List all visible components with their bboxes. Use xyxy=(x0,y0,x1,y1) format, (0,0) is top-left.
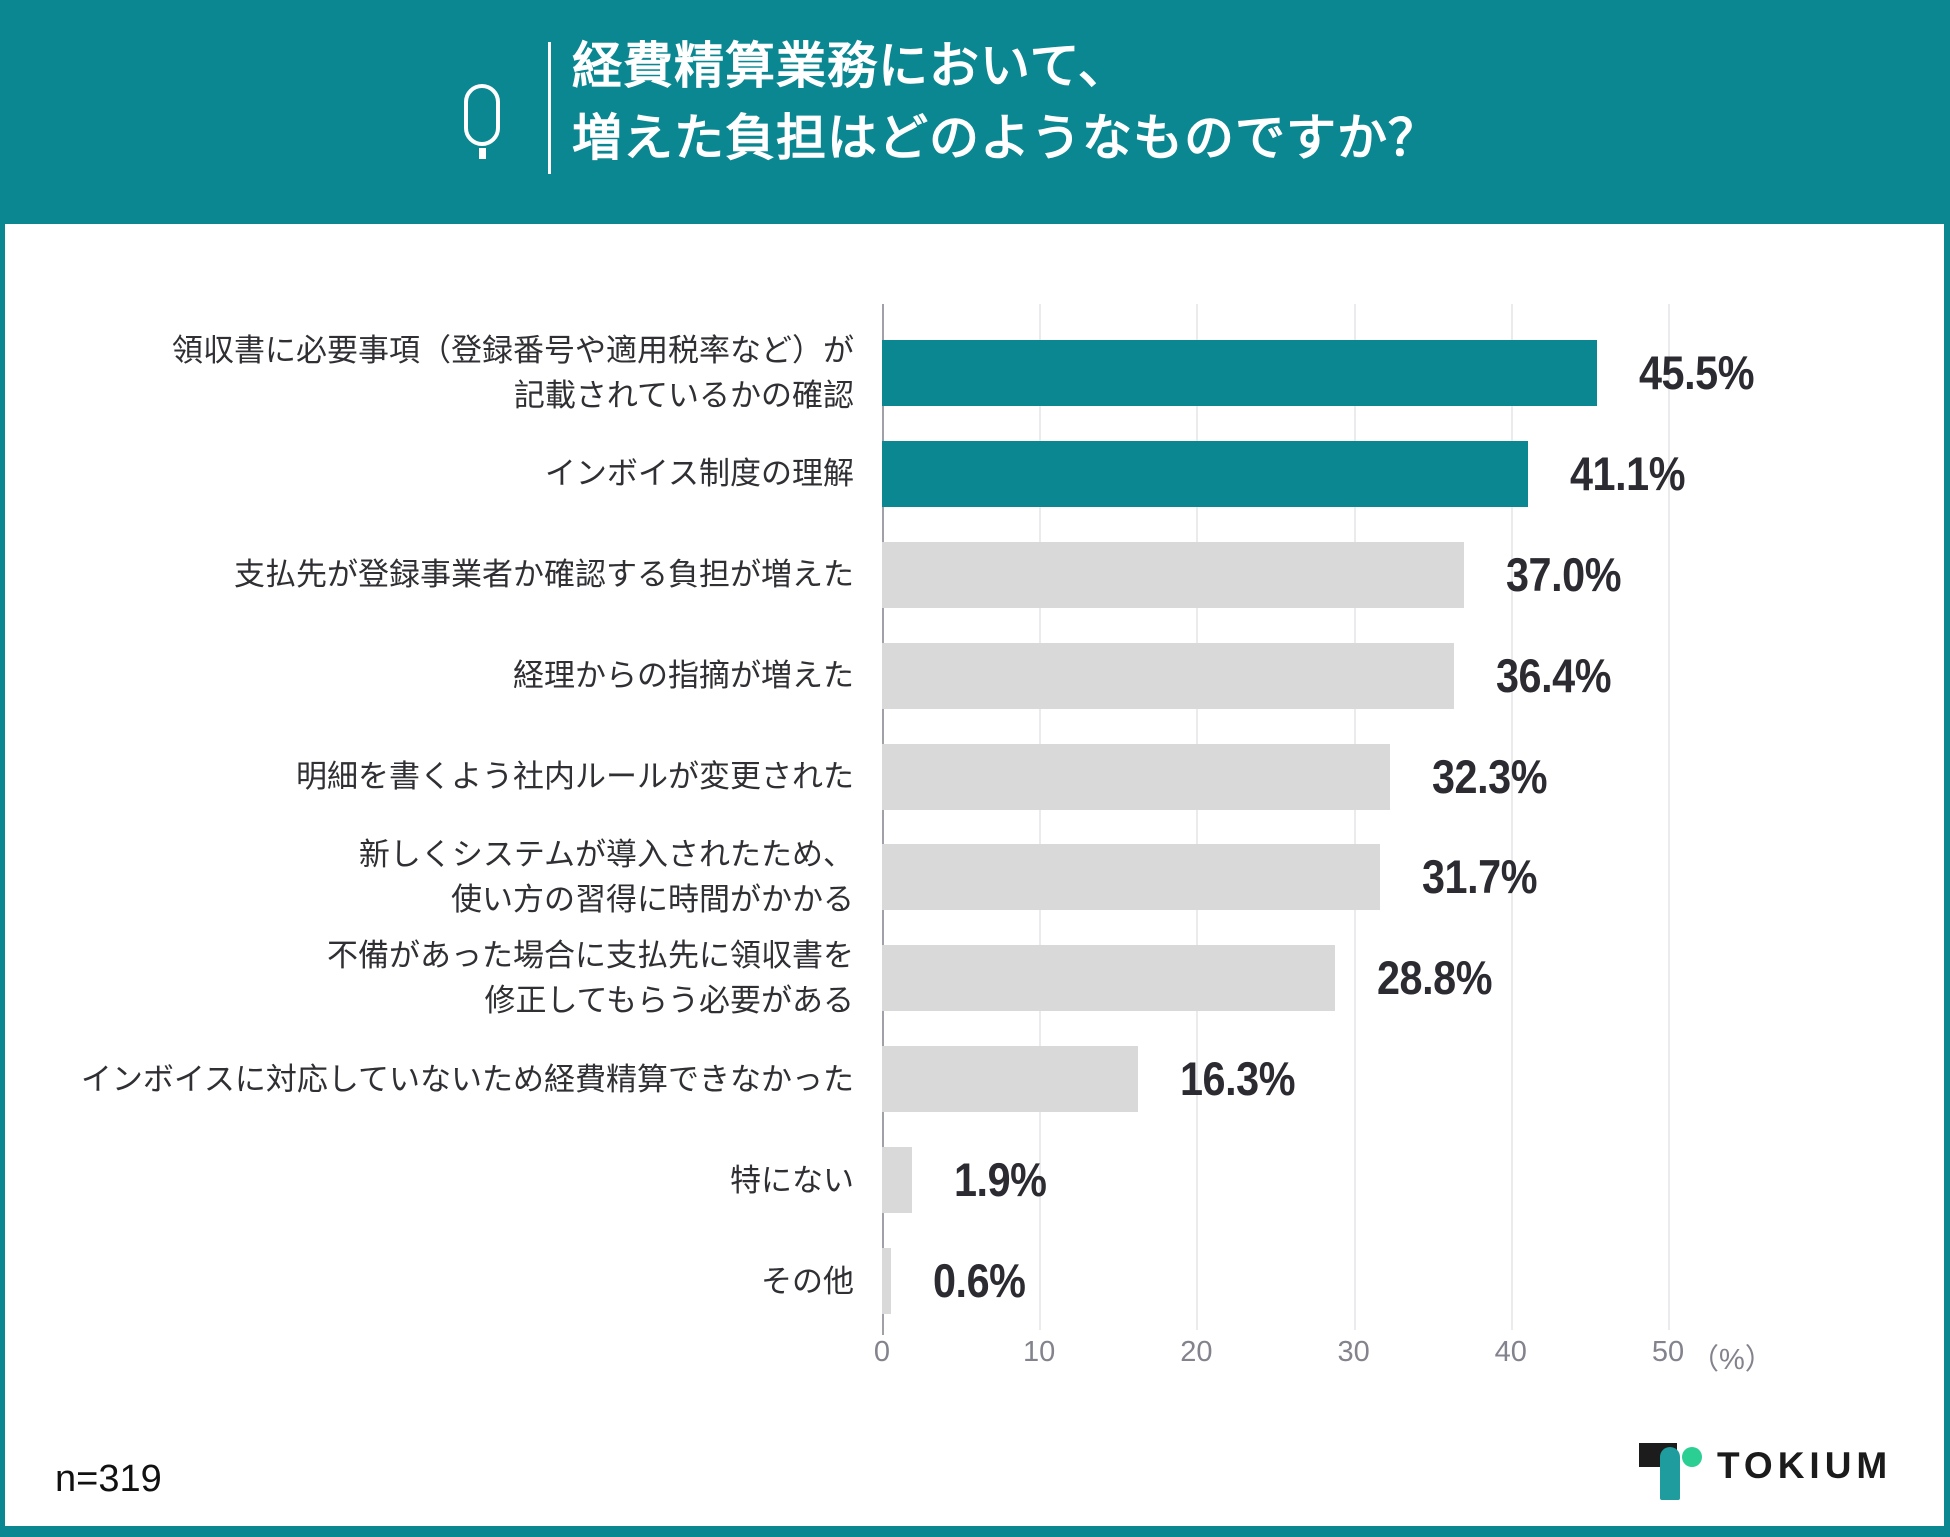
bar xyxy=(882,844,1381,911)
category-label-line: インボイス制度の理解 xyxy=(544,456,854,492)
category-label-line: 使い方の習得に時間がかかる xyxy=(451,882,854,918)
gridline-30 xyxy=(1353,304,1356,1330)
tokium-logo: TOKIUM xyxy=(1639,1443,1909,1503)
logo-mark-green-dot xyxy=(1682,1447,1702,1467)
header-banner: 経費精算業務において、 増えた負担はどのようなものですか？ xyxy=(0,0,1950,224)
category-label: 新しくシステムが導入されたため、使い方の習得に時間がかかる xyxy=(359,832,854,922)
x-tick-label: 30 xyxy=(1337,1336,1370,1368)
logo-wordmark: TOKIUM xyxy=(1717,1445,1893,1486)
header-divider xyxy=(548,42,551,174)
value-label: 16.3% xyxy=(1180,1052,1296,1106)
value-label: 32.3% xyxy=(1431,749,1548,803)
category-label: 明細を書くよう社内ルールが変更された xyxy=(296,754,854,799)
category-label-line: 新しくシステムが導入されたため、 xyxy=(358,837,854,873)
x-axis-unit: （%） xyxy=(1690,1344,1774,1376)
category-label: その他 xyxy=(761,1259,854,1304)
x-tick-label: 40 xyxy=(1494,1336,1527,1368)
value-label: 36.4% xyxy=(1496,648,1612,702)
value-label: 41.1% xyxy=(1570,446,1686,500)
value-label: 0.6% xyxy=(933,1254,1026,1307)
bar xyxy=(882,1046,1139,1113)
x-tick-label: 0 xyxy=(873,1336,891,1368)
gridline-10 xyxy=(1039,304,1042,1330)
category-label: インボイスに対応していないため経費精算できなかった xyxy=(81,1057,854,1102)
bar xyxy=(882,743,1390,810)
bar xyxy=(882,440,1529,507)
gridline-20 xyxy=(1196,304,1199,1330)
category-label-line: インボイスに対応していないため経費精算できなかった xyxy=(80,1061,854,1097)
category-label-line: 記載されているかの確認 xyxy=(513,378,854,413)
category-label-line: その他 xyxy=(761,1263,854,1299)
question-icon-tail xyxy=(479,148,486,159)
value-label: 37.0% xyxy=(1505,547,1622,601)
logo-mark-teal-stem xyxy=(1660,1447,1680,1500)
chart-title-line1: 経費精算業務において、 xyxy=(572,38,1129,94)
bar xyxy=(882,945,1335,1012)
category-label-line: 特にない xyxy=(730,1162,854,1198)
plot-area xyxy=(882,304,1670,1335)
chart-title: 経費精算業務において、 増えた負担はどのようなものですか？ xyxy=(572,30,1439,174)
category-label: インボイス制度の理解 xyxy=(545,451,854,496)
bar xyxy=(882,340,1598,406)
y-axis-line xyxy=(882,304,884,1335)
x-tick-label: 10 xyxy=(1023,1336,1056,1368)
value-label: 1.9% xyxy=(953,1153,1047,1207)
value-label: 31.7% xyxy=(1422,850,1538,904)
value-label: 45.5% xyxy=(1639,346,1755,399)
x-tick-label: 20 xyxy=(1180,1336,1213,1368)
bar xyxy=(882,642,1455,709)
x-tick-label: 50 xyxy=(1651,1336,1685,1368)
bar xyxy=(882,1248,892,1314)
question-icon xyxy=(464,84,500,146)
category-label-line: 領収書に必要事項（登録番号や適用税率など）が xyxy=(172,333,854,368)
gridline-40 xyxy=(1510,304,1513,1330)
category-label: 支払先が登録事業者か確認する負担が増えた xyxy=(234,552,854,597)
bar xyxy=(882,1147,912,1214)
value-label: 28.8% xyxy=(1376,951,1493,1005)
gridline-50 xyxy=(1668,304,1670,1330)
category-label: 経理からの指摘が増えた xyxy=(513,653,854,698)
category-label-line: 明細を書くよう社内ルールが変更された xyxy=(296,759,854,795)
category-label: 特にない xyxy=(730,1158,854,1203)
category-label-line: 経理からの指摘が増えた xyxy=(513,658,854,694)
chart-title-line2: 増えた負担はどのようなものですか？ xyxy=(572,110,1439,166)
category-label: 領収書に必要事項（登録番号や適用税率など）が記載されているかの確認 xyxy=(172,328,854,418)
category-label-line: 不備があった場合に支払先に領収書を xyxy=(327,938,854,974)
category-label-line: 支払先が登録事業者か確認する負担が増えた xyxy=(234,557,854,593)
category-label: 不備があった場合に支払先に領収書を修正してもらう必要がある xyxy=(327,933,854,1023)
bar xyxy=(882,541,1464,608)
sample-size-label: n=319 xyxy=(55,1458,162,1500)
category-label-line: 修正してもらう必要がある xyxy=(484,983,854,1019)
